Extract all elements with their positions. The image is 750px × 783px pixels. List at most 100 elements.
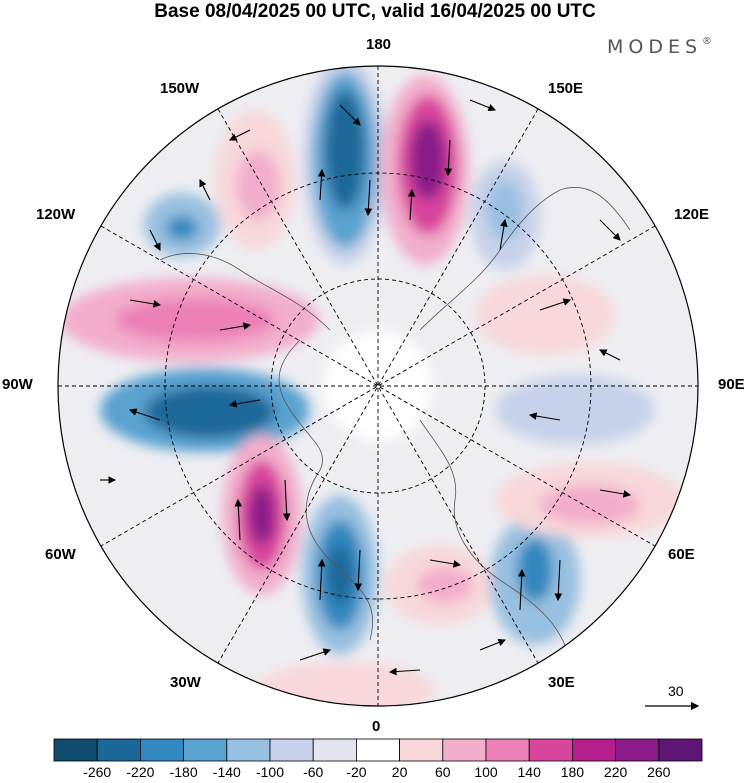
meridian-30-150	[217, 108, 539, 664]
lon-label-60w: 60W	[45, 546, 76, 563]
colorbar-swatch	[139, 738, 184, 762]
colorbar-swatch	[658, 738, 703, 762]
wind-arrow	[517, 568, 526, 611]
wind-arrow	[317, 558, 326, 601]
wind-arrow	[528, 412, 561, 421]
wind-arrow	[499, 218, 508, 251]
positive-anomaly-70w-core	[249, 485, 275, 545]
brand-text: MODES	[607, 36, 703, 58]
negative-anomaly-140e-inner	[487, 180, 523, 240]
colorbar-tick-label: -180	[170, 764, 198, 780]
colorbar-tick-label: -100	[256, 764, 284, 780]
colorbar-tick-label: 180	[561, 764, 585, 780]
wind-arrow	[282, 479, 291, 522]
wind-arrow	[554, 559, 563, 602]
registered-mark: ®	[702, 36, 713, 47]
coastline-europe	[419, 419, 571, 661]
positive-anomaly-north-core	[410, 120, 446, 200]
colorbar-tick-label: 140	[518, 764, 542, 780]
colorbar-tick-label: -220	[126, 764, 154, 780]
wind-arrow	[199, 179, 211, 201]
colorbar-swatch	[615, 738, 660, 762]
wind-arrow	[228, 399, 261, 408]
colorbar-tick-label: -260	[83, 764, 111, 780]
colorbar-swatch	[53, 738, 98, 762]
colorbar-swatch	[399, 738, 444, 762]
wind-arrow	[128, 408, 161, 421]
wind-arrow	[364, 179, 373, 217]
meridian-150-30	[217, 108, 539, 664]
lon-label-90w: 90W	[2, 376, 33, 393]
positive-anomaly-105w-inner	[115, 298, 275, 342]
wind-arrow	[444, 139, 453, 177]
wind-arrow	[229, 129, 251, 141]
wind-arrow	[539, 298, 572, 311]
negative-anomaly-north-core	[325, 90, 365, 210]
colorbar-tick-label: 220	[604, 764, 628, 780]
wind-arrow	[219, 322, 252, 331]
wind-arrow	[234, 498, 243, 541]
colorbar-swatch	[226, 738, 271, 762]
positive-anomaly-110e	[475, 275, 615, 355]
meridian-60-120	[100, 225, 656, 547]
lon-label-150w: 150W	[160, 80, 200, 97]
lon-label-60e: 60E	[668, 546, 695, 563]
anomaly-field	[58, 66, 698, 706]
map-title: Base 08/04/2025 00 UTC, valid 16/04/2025…	[154, 1, 596, 22]
meridian-120-60	[100, 225, 656, 547]
wind-arrow	[354, 549, 363, 592]
lon-label-30w: 30W	[170, 674, 201, 691]
negative-anomaly-130w-core	[166, 216, 198, 240]
wind-arrow	[129, 299, 162, 308]
wind-arrow	[479, 638, 507, 651]
negative-anomaly-40w-core	[328, 545, 352, 605]
wind-arrow	[429, 559, 462, 568]
colorbar-swatch	[355, 738, 400, 762]
colorbar-tick-label: 100	[474, 764, 498, 780]
colorbar-swatch	[485, 738, 530, 762]
colorbar-tick-label: -140	[213, 764, 241, 780]
colorbar-tick-label: 60	[435, 764, 451, 780]
graticule	[58, 66, 698, 706]
colorbar-tick-label: -60	[303, 764, 323, 780]
colorbar-swatch	[572, 738, 617, 762]
polar-cap	[323, 331, 433, 441]
wind-arrow	[149, 229, 161, 251]
wind-arrow	[388, 667, 421, 676]
colorbar: -260 -220 -180 -140 -100 -60 -20 20 60 100 140 180 2…	[53, 738, 703, 780]
lon-label-90e: 90E	[718, 376, 745, 393]
lon-label-180: 180	[366, 36, 392, 53]
negative-anomaly-90w-core	[145, 386, 275, 438]
wind-arrow	[407, 188, 416, 221]
wind-arrow	[339, 104, 361, 126]
colorbar-swatch	[269, 738, 314, 762]
positive-anomaly-10e-inner	[417, 567, 473, 603]
wind-arrow	[599, 489, 632, 498]
wind-arrow	[317, 168, 326, 201]
wind-arrow	[599, 349, 621, 361]
lon-label-120e: 120E	[674, 206, 710, 223]
lon-label-0: 0	[372, 718, 381, 735]
modes-logo: MODES®	[607, 36, 712, 58]
colorbar-tick-label: 20	[392, 764, 408, 780]
map-border	[57, 65, 699, 707]
wind-vectors	[100, 99, 632, 676]
colorbar-tick-label: -20	[346, 764, 366, 780]
positive-anomaly-65e-inner	[540, 485, 640, 525]
lon-label-150e: 150E	[548, 80, 584, 97]
negative-anomaly-85e	[495, 375, 655, 445]
wind-arrow	[599, 219, 621, 241]
reference-vector-label: 30	[668, 683, 684, 699]
wind-arrow	[299, 648, 332, 661]
colorbar-swatch	[442, 738, 487, 762]
wind-arrow	[469, 99, 497, 112]
coastline-asia	[419, 187, 631, 331]
colorbar-swatch	[183, 738, 228, 762]
colorbar-swatch	[312, 738, 357, 762]
negative-anomaly-30e-core	[517, 538, 553, 602]
colorbar-swatch	[528, 738, 573, 762]
colorbar-swatch	[96, 738, 141, 762]
colorbar-tick-label: 260	[647, 764, 671, 780]
lon-label-30e: 30E	[548, 674, 575, 691]
